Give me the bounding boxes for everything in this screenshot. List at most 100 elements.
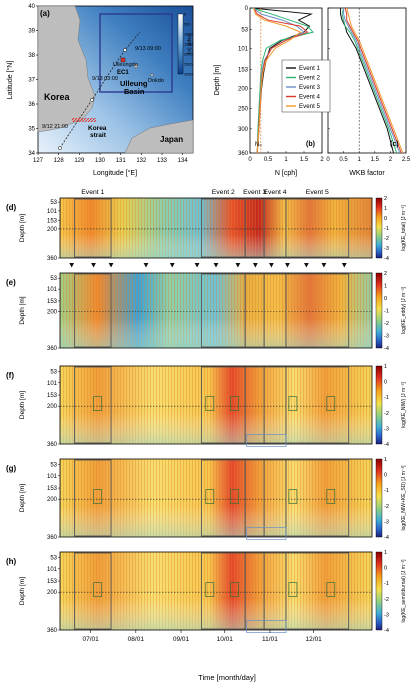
profile-line-5 xyxy=(253,7,302,154)
map-panel: Korea Japan Ulleung Basin Korea strait Ull… xyxy=(6,4,194,177)
colorbar-tick: -4 xyxy=(384,628,389,634)
korea-land xyxy=(37,5,96,133)
colorbar-tick: 0 xyxy=(384,380,387,386)
dokdo-island xyxy=(150,73,154,77)
event-window xyxy=(285,366,350,444)
profile-ytick-label: 0 xyxy=(245,6,249,12)
subregion-box xyxy=(326,489,336,504)
ec1-marker xyxy=(120,57,126,63)
event-window xyxy=(285,552,350,630)
colorbar-label: log(KE_total) [J m⁻³] xyxy=(401,205,407,251)
profile-xtick-label: 0 xyxy=(326,157,330,163)
section-depth-fade xyxy=(60,552,372,630)
strait-hatch xyxy=(72,118,96,122)
depth-colorbar-tick: 1500 xyxy=(184,43,192,47)
time-tick-label: 12/01 xyxy=(306,636,323,643)
section-frame xyxy=(59,551,373,631)
panel-label-h: (h) xyxy=(6,557,17,566)
event-label: Event 5 xyxy=(306,189,329,196)
typhoon-track xyxy=(59,31,141,149)
colorbar-tick: 1 xyxy=(384,457,387,463)
profile-xtick-label: 2.5 xyxy=(402,157,411,163)
japan-land xyxy=(124,119,194,154)
label-dokdo: Dokdo xyxy=(148,78,164,84)
subregion-box xyxy=(230,582,239,597)
section-ytick-label: 360 xyxy=(47,256,58,262)
profile-xtick-label: 0.5 xyxy=(339,157,348,163)
section-ytick-label: 200 xyxy=(47,404,58,410)
profile-xtick-label: 0 xyxy=(248,157,252,163)
label-ulleung-basin: Ulleung Basin xyxy=(120,79,148,96)
section-ytick-label: 153 xyxy=(47,579,58,585)
event-legend: Event 1 Event 2 Event 3 Event 4 Event 5 xyxy=(281,59,331,113)
colorbar-tick: -3 xyxy=(384,246,389,252)
profile-wkb-xlabel: WKB factor xyxy=(349,170,385,177)
section-panel-d: 53 101 153 200 360 (d)Depth [m] 2 1 0 -1 -2 -3 -4 log… xyxy=(6,196,407,262)
depth-colorbar-tick: 3000 xyxy=(184,73,192,77)
profile-line-2 xyxy=(341,7,398,154)
event-window xyxy=(74,552,112,630)
map-ytick-label: 36 xyxy=(28,102,35,108)
section-panel-f: 53 101 153 200 360 (f) Depth [m] 1 0 -1 -2 -3 -4 log(… xyxy=(6,364,407,448)
triangle-marker xyxy=(269,263,274,268)
event-window xyxy=(74,198,112,258)
subregion-box xyxy=(288,396,298,411)
colorbar-tick: -3 xyxy=(384,426,389,432)
profile-xtick-label: 1.5 xyxy=(371,157,380,163)
section-ytick-label: 101 xyxy=(47,474,58,480)
event-window xyxy=(285,459,350,537)
colorbar-tick: -3 xyxy=(384,334,389,340)
event-label: Event 4 xyxy=(264,189,287,196)
section-frame xyxy=(59,365,373,445)
ulleungdo-island xyxy=(133,63,139,69)
depth-colorbar xyxy=(177,13,184,75)
legend-entry: Event 1 xyxy=(299,65,321,72)
profile-ytick-label: 200 xyxy=(238,87,249,93)
map-xtick-label: 128 xyxy=(54,158,65,164)
map-xlabel: Longitude [°E] xyxy=(93,169,137,177)
colorbar-tick: 0 xyxy=(384,473,387,479)
subregion-box xyxy=(93,582,102,597)
event-window xyxy=(74,366,112,444)
label-time-1: 9/13 09:00 xyxy=(135,46,161,52)
map-xtick-label: 127 xyxy=(33,158,44,164)
profile-ytick-label: 153 xyxy=(238,68,249,74)
time-tick-label: 11/01 xyxy=(262,636,278,643)
section-ytick-label: 200 xyxy=(47,227,58,233)
map-ytick-label: 40 xyxy=(28,4,35,10)
section-ytick-label: 53 xyxy=(50,200,57,206)
map-xtick-label: 132 xyxy=(136,158,147,164)
subregion-box xyxy=(326,396,336,411)
colorbar-tick: 2 xyxy=(384,196,387,202)
map-xtick-label: 129 xyxy=(74,158,85,164)
triangle-markers xyxy=(69,263,347,268)
profile-ytick-label: 360 xyxy=(238,151,249,157)
profile-ytick-label: 250 xyxy=(238,107,249,113)
event-label: Event 2 xyxy=(212,189,235,196)
colorbar-tick: -3 xyxy=(384,519,389,525)
section-ylabel: Depth [m] xyxy=(19,214,26,242)
section-ytick-label: 53 xyxy=(50,369,57,375)
subregion-box xyxy=(326,582,336,597)
panel-label-g: (g) xyxy=(6,464,17,473)
label-time-2: 9/13 03:00 xyxy=(92,76,118,82)
legend-entry: Event 4 xyxy=(299,94,321,101)
subregion-box xyxy=(205,396,215,411)
triangle-marker xyxy=(69,263,75,268)
section-panel-g: 53 101 153 200 360 (g) Depth [m] 1 0 -1 -2 -3 -4 log(… xyxy=(6,457,407,541)
profile-xtick-label: 2 xyxy=(320,157,324,163)
triangle-marker xyxy=(194,263,200,268)
map-ytick-label: 38 xyxy=(28,53,35,59)
section-ytick-label: 153 xyxy=(47,393,58,399)
triangle-marker xyxy=(143,263,149,268)
map-xtick-label: 130 xyxy=(95,158,106,164)
triangle-marker xyxy=(169,263,175,268)
section-ytick-label: 360 xyxy=(47,628,58,634)
colorbar-tick: -1 xyxy=(384,581,389,587)
section-frame xyxy=(59,272,373,349)
subregion-box xyxy=(230,396,239,411)
section-panel-e: 53 101 153 200 360 (e) Depth [m] 2 1 0 -1 -2 -3 -4 log… xyxy=(6,271,407,352)
profile-wkb-panel: (c) WKB factor 0 0.5 1 1.5 2 2.5 xyxy=(326,7,411,177)
